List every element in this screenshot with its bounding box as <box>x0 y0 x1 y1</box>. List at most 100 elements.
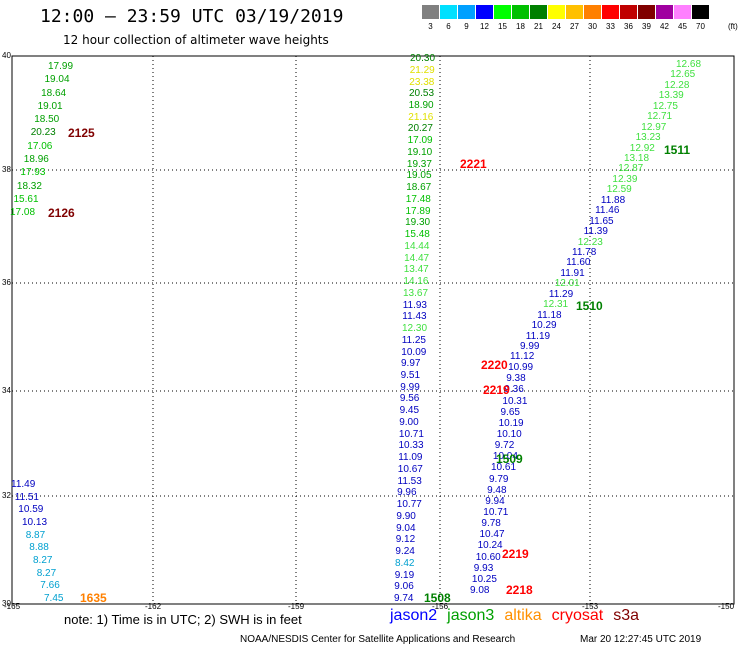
wave-height-value: 20.27 <box>407 123 433 135</box>
wave-height-value: 19.01 <box>37 100 63 112</box>
wave-height-value: 11.29 <box>548 288 574 300</box>
colorbar-label: 36 <box>624 22 633 31</box>
wave-height-value: 9.79 <box>489 473 509 485</box>
pass-time-label: 1508 <box>424 591 451 605</box>
lon-tick-label: -150 <box>718 602 735 611</box>
colorbar-label: 27 <box>570 22 579 31</box>
wave-height-value: 9.65 <box>500 406 520 418</box>
wave-height-value: 11.09 <box>398 452 423 464</box>
wave-height-value: 10.71 <box>398 428 424 440</box>
colorbar-swatch <box>602 5 619 19</box>
colorbar-label: 18 <box>516 22 525 31</box>
colorbar-swatch <box>692 5 709 19</box>
lon-tick-label: -162 <box>145 602 162 611</box>
wave-height-value: 10.10 <box>496 429 522 440</box>
wave-height-value: 8.27 <box>33 555 53 566</box>
wave-height-value: 10.61 <box>491 462 517 474</box>
colorbar-label: 3 <box>428 22 433 31</box>
wave-height-value: 9.97 <box>401 358 421 370</box>
pass-time-label: 2219 <box>502 547 529 561</box>
legend-entry-jason2: jason2 <box>390 607 438 624</box>
wave-height-value: 8.27 <box>36 567 57 579</box>
wave-height-value: 9.93 <box>473 562 494 574</box>
wave-height-value: 9.74 <box>394 593 414 604</box>
colorbar-label: 30 <box>588 22 597 31</box>
wave-height-value: 9.45 <box>399 405 420 417</box>
colorbar-swatch <box>476 5 493 19</box>
pass-time-label: 1635 <box>80 591 107 605</box>
wave-height-value: 9.48 <box>487 484 507 496</box>
wave-height-value: 10.09 <box>401 346 427 358</box>
wave-height-value: 11.46 <box>595 205 620 217</box>
wave-height-value: 10.99 <box>508 362 534 374</box>
wave-height-value: 9.38 <box>506 373 526 385</box>
wave-height-value: 15.48 <box>404 229 430 241</box>
pass-time-label: 2125 <box>68 126 95 140</box>
wave-height-value: 10.29 <box>531 320 557 332</box>
wave-height-value: 13.39 <box>658 90 684 102</box>
lat-tick-label: 40 <box>2 51 11 60</box>
wave-height-value: 17.06 <box>27 140 53 152</box>
colorbar-swatch <box>440 5 457 19</box>
lon-tick-label: -156 <box>432 602 449 611</box>
wave-height-value: 9.99 <box>520 341 540 352</box>
wave-height-value: 12.31 <box>543 299 569 311</box>
wave-height-value: 12.68 <box>676 59 702 70</box>
colorbar-swatch <box>458 5 475 19</box>
wave-height-value: 12.28 <box>664 79 690 91</box>
wave-height-value: 9.08 <box>470 585 490 596</box>
wave-height-value: 19.05 <box>406 170 432 182</box>
colorbar-label: 9 <box>464 22 469 31</box>
wave-height-value: 9.96 <box>397 487 417 499</box>
wave-height-value: 8.88 <box>29 542 49 554</box>
wave-height-value: 12.65 <box>670 69 696 81</box>
wave-height-value: 13.47 <box>403 264 429 276</box>
lat-tick-label: 34 <box>2 386 11 395</box>
wave-height-value: 17.48 <box>405 193 431 205</box>
wave-height-value: 12.71 <box>647 111 673 123</box>
wave-height-value: 10.31 <box>502 395 528 407</box>
colorbar-swatch <box>584 5 601 19</box>
wave-height-value: 15.61 <box>13 193 39 205</box>
wave-height-value: 19.37 <box>406 158 432 170</box>
wave-height-value: 9.12 <box>395 534 416 546</box>
wave-height-value: 18.50 <box>34 114 60 126</box>
pass-time-label: 2126 <box>48 206 75 220</box>
wave-height-value: 9.19 <box>394 569 415 581</box>
colorbar-swatch <box>422 5 439 19</box>
lon-tick-label: -153 <box>582 602 599 611</box>
wave-height-value: 10.71 <box>483 507 509 518</box>
wave-height-value: 17.93 <box>20 167 46 179</box>
wave-height-value: 9.04 <box>396 522 416 534</box>
lon-tick-label: -159 <box>288 602 305 611</box>
wave-height-value: 18.64 <box>41 87 67 99</box>
colorbar-swatch <box>548 5 565 19</box>
pass-time-label: 2218 <box>506 583 533 597</box>
lat-tick-label: 36 <box>2 278 11 287</box>
wave-height-value: 11.93 <box>402 299 427 311</box>
colorbar-label: 12 <box>480 22 489 31</box>
wave-height-value: 12.87 <box>618 163 644 175</box>
wave-height-value: 12.92 <box>629 142 655 154</box>
legend-entry-jason3: jason3 <box>447 607 495 624</box>
wave-height-value: 14.44 <box>404 240 430 252</box>
wave-height-value: 20.23 <box>30 127 56 139</box>
gridlines <box>12 56 734 604</box>
wave-height-value: 10.19 <box>498 417 524 429</box>
wave-height-value: 13.67 <box>403 287 429 299</box>
plot-frame <box>11 55 735 605</box>
wave-height-value: 11.49 <box>11 479 36 490</box>
wave-height-value: 10.04 <box>492 451 518 463</box>
wave-height-value: 9.51 <box>400 370 421 381</box>
wave-height-value: 7.66 <box>40 580 60 592</box>
legend-entry-s3a: s3a <box>613 607 640 624</box>
wave-height-value: 21.29 <box>409 64 435 76</box>
wave-height-value: 17.08 <box>10 207 36 218</box>
colorbar-label: 45 <box>678 22 687 31</box>
wave-height-value: 12.75 <box>652 100 678 112</box>
wave-height-value: 11.88 <box>600 194 626 206</box>
colorbar-label: 24 <box>552 22 561 31</box>
colorbar-label: 33 <box>606 22 615 31</box>
colorbar-swatch <box>638 5 655 19</box>
wave-height-value: 18.32 <box>16 180 42 192</box>
